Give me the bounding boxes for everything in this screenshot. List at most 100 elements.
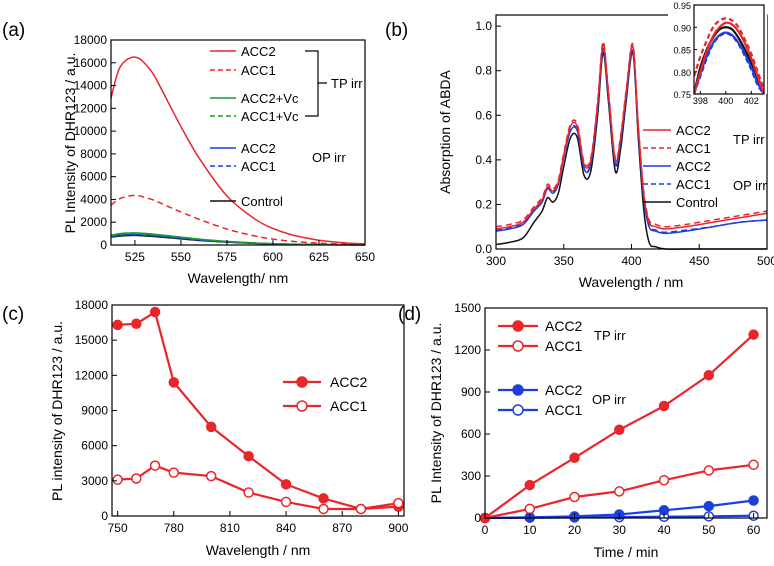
panel-c-ylabel: PL intensity of DHR123 / a.u. bbox=[49, 321, 65, 501]
inset-series bbox=[694, 17, 764, 94]
c-series-acc2-all-0 bbox=[117, 310, 399, 511]
b-xtick-label: 300 bbox=[486, 254, 506, 268]
inset-series-line-all-2 bbox=[694, 31, 764, 94]
c-ytick-label: 3000 bbox=[81, 474, 108, 488]
legend-b-acc1-tp: ACC1 bbox=[676, 141, 711, 156]
panel-b-legend: ACC2 ACC1 ACC2 ACC1 Control TP irr OP ir… bbox=[643, 123, 767, 210]
panel-c-xlabel: Wavelength / nm bbox=[206, 542, 311, 558]
annotation-b-op-irr: OP irr bbox=[733, 178, 767, 193]
legend-c-acc2: ACC2 bbox=[330, 374, 368, 390]
legend-d-acc1-op: ACC1 bbox=[545, 402, 583, 418]
legend-bracket bbox=[305, 50, 327, 117]
panel-b-ylabel: Absorption of ABDA bbox=[437, 69, 453, 193]
d-series-acc1-tp-irr-2-point bbox=[658, 474, 670, 486]
c-series-acc1-all-1-point bbox=[393, 497, 404, 509]
b-xtick-label: 400 bbox=[621, 254, 641, 268]
c-xtick-label: 870 bbox=[332, 521, 352, 535]
d-series-acc2-tp-irr-3-point bbox=[614, 424, 625, 436]
a-ytick-label: 6000 bbox=[80, 170, 107, 184]
legend-c-marker-acc2 bbox=[296, 376, 308, 388]
a-series-acc1-tp-irr-5 bbox=[110, 194, 366, 246]
panel-b-xlabel: Wavelength / nm bbox=[579, 274, 684, 290]
inset-background bbox=[668, 2, 767, 94]
d-series-acc1-tp-irr-2-point bbox=[748, 459, 759, 471]
legend-d-marker-acc2-op bbox=[512, 384, 524, 396]
panel-b-inset: 398 400 402 0.75 0.80 0.85 0.90 0.95 bbox=[668, 1, 767, 106]
c-series-acc2-all-0-point bbox=[318, 493, 329, 504]
legend-acc2-tp: ACC2 bbox=[241, 44, 276, 59]
legend-acc1-op: ACC1 bbox=[241, 159, 276, 174]
b-xtick-label: 350 bbox=[554, 254, 574, 268]
legend-d-marker-acc2-tp bbox=[512, 320, 524, 332]
panel-a-ylabel: PL Intensity of DHR123 / a.u. bbox=[62, 53, 78, 234]
c-ytick-label: 9000 bbox=[81, 404, 108, 418]
d-xtick-label: 50 bbox=[702, 523, 716, 537]
d-xtick-label: 60 bbox=[747, 523, 761, 537]
panel-a-xlabel: Wavelength/ nm bbox=[188, 270, 289, 286]
c-series-acc1-all-1-point bbox=[131, 473, 142, 484]
a-ytick-label: 10000 bbox=[74, 124, 108, 138]
c-series-acc2-all-0-point bbox=[168, 377, 180, 388]
c-xtick-label: 780 bbox=[164, 521, 184, 535]
annotation-tp-irr: TP irr bbox=[331, 76, 363, 91]
c-series-acc1-all-1-point bbox=[355, 503, 367, 515]
d-ytick-label: 1200 bbox=[454, 343, 481, 357]
legend-d-marker-acc1-tp bbox=[512, 340, 524, 352]
d-series-acc2-tp-irr-3-point bbox=[569, 452, 580, 464]
c-series-acc1-all-1-point bbox=[243, 487, 254, 498]
c-series-acc2-all-0-point bbox=[205, 421, 217, 433]
d-series-acc2-tp-irr-3-point bbox=[703, 369, 715, 381]
b-xtick-label: 450 bbox=[689, 254, 709, 268]
inset-ytick-label: 0.90 bbox=[673, 23, 691, 33]
a-series-acc2-tp-irr-6 bbox=[110, 56, 366, 245]
a-ytick-label: 14000 bbox=[74, 79, 108, 93]
d-ytick-label: 900 bbox=[461, 385, 481, 399]
annotation-d-op-irr: OP irr bbox=[592, 392, 626, 407]
b-series-control-all-0 bbox=[495, 51, 767, 250]
d-series-acc2-op-irr-1-point bbox=[748, 495, 759, 506]
c-ytick-label: 6000 bbox=[81, 439, 108, 453]
d-ytick-label: 600 bbox=[461, 427, 481, 441]
inset-xtick-label: 402 bbox=[744, 96, 759, 106]
inset-ytick-label: 0.75 bbox=[673, 90, 691, 100]
c-series-acc1-all-1-point bbox=[280, 496, 292, 508]
annotation-op-irr: OP irr bbox=[312, 150, 346, 165]
panel-c-series bbox=[112, 306, 404, 515]
a-ytick-label: 16000 bbox=[74, 56, 108, 70]
b-series-acc2-tp-irr-4 bbox=[495, 43, 768, 230]
d-series-acc2-op-irr-1-point bbox=[703, 500, 715, 512]
b-ytick-label: 0.4 bbox=[475, 153, 492, 167]
inset-xtick-label: 400 bbox=[718, 96, 733, 106]
a-ytick-label: 2000 bbox=[80, 215, 107, 229]
d-ytick-label: 300 bbox=[461, 469, 481, 483]
c-xtick-label: 810 bbox=[220, 521, 240, 535]
d-series-acc1-tp-irr-2-point bbox=[703, 465, 715, 476]
panel-b-series bbox=[495, 40, 768, 250]
panel-c-label: (c) bbox=[2, 304, 24, 325]
legend-acc1vc: ACC1+Vc bbox=[241, 109, 299, 124]
legend-acc2-op: ACC2 bbox=[241, 141, 276, 156]
inset-xtick-label: 398 bbox=[693, 96, 708, 106]
b-ytick-label: 0.2 bbox=[475, 197, 492, 211]
legend-c-acc1: ACC1 bbox=[330, 398, 368, 414]
d-series-acc2-tp-irr-3-point bbox=[524, 479, 536, 491]
panel-d-axes-frame bbox=[484, 307, 768, 519]
inset-ytick-label: 0.95 bbox=[673, 1, 691, 11]
legend-control: Control bbox=[241, 194, 283, 209]
c-series-acc1-all-1-point bbox=[318, 503, 329, 515]
c-series-acc2-all-0-point bbox=[131, 318, 142, 330]
c-xtick-label: 900 bbox=[388, 521, 408, 535]
legend-b-control: Control bbox=[676, 195, 718, 210]
a-ytick-label: 8000 bbox=[80, 147, 107, 161]
c-ytick-label: 0 bbox=[101, 509, 108, 523]
panel-d-ylabel: PL Intensity of DHR123 / a.u. bbox=[428, 323, 444, 504]
legend-acc1-tp: ACC1 bbox=[241, 63, 276, 78]
panel-b-axes-frame bbox=[495, 14, 768, 250]
b-ytick-label: 1.0 bbox=[475, 19, 492, 33]
a-xtick-label: 650 bbox=[355, 250, 375, 264]
c-xtick-label: 840 bbox=[276, 521, 296, 535]
d-ytick-label: 1500 bbox=[454, 301, 481, 315]
panel-b: (b) 300 350 400 450 500 0.0 0.2 0.4 0.6 0.8 1.0 Wa… bbox=[385, 1, 774, 290]
